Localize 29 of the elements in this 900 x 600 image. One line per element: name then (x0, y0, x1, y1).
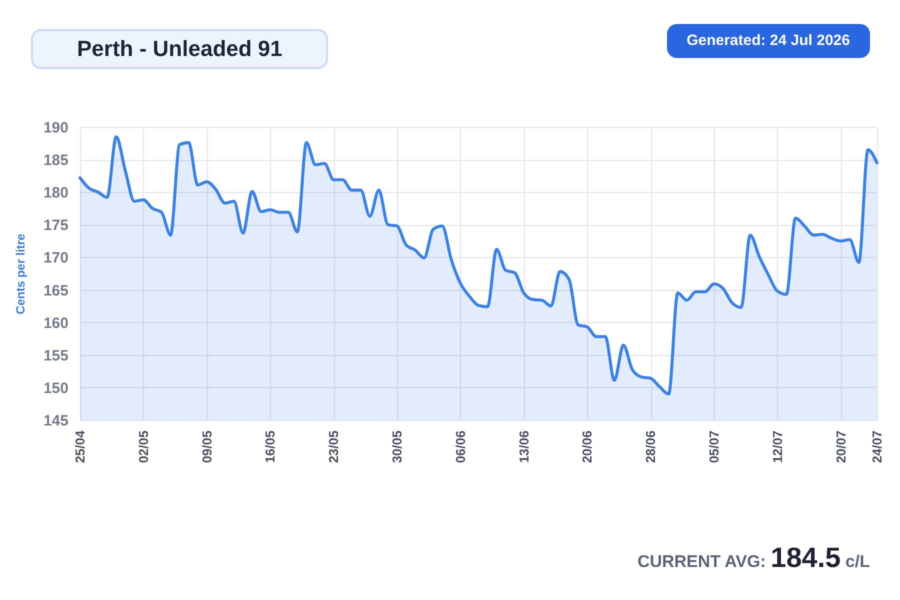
y-tick-label: 185 (43, 152, 68, 170)
y-tick-label: 145 (43, 412, 68, 430)
x-tick-label: 12/07 (770, 430, 785, 464)
x-tick-label: 23/05 (326, 430, 342, 464)
x-tick-label: 28/06 (643, 430, 658, 464)
chart-title: Perth - Unleaded 91 (77, 36, 282, 62)
x-tick-label: 02/05 (136, 430, 151, 464)
x-tick-label: 25/04 (72, 430, 88, 464)
rounded-panel: Generated: 24 Jul 2026 (666, 24, 870, 58)
x-tick-label: 20/06 (580, 430, 595, 464)
y-tick-label: 180 (43, 184, 68, 202)
y-tick-label: 150 (43, 380, 68, 397)
x-tick-label: 30/05 (389, 430, 404, 464)
x-tick-label: 13/06 (516, 430, 532, 464)
x-tick-label: 05/07 (706, 430, 722, 464)
x-tick-label: 20/07 (833, 430, 848, 464)
rounded-panel: Perth - Unleaded 91 (31, 29, 328, 69)
text: CURRENT AVG: 184.5 c/L (637, 542, 870, 573)
y-tick-label: 155 (43, 347, 68, 364)
y-tick-label: 175 (43, 217, 68, 234)
y-axis-title: Cents per litre (13, 233, 28, 314)
x-tick-label: 06/06 (452, 430, 468, 464)
x-tick-label: 09/05 (199, 430, 214, 464)
y-tick-label: 165 (43, 282, 68, 300)
y-tick-label: 190 (43, 120, 68, 136)
y-tick-label: 170 (43, 250, 68, 267)
y-tick-label: 160 (43, 314, 68, 332)
x-tick-label: 24/07 (870, 430, 884, 464)
x-tick-label: 16/05 (262, 430, 278, 464)
